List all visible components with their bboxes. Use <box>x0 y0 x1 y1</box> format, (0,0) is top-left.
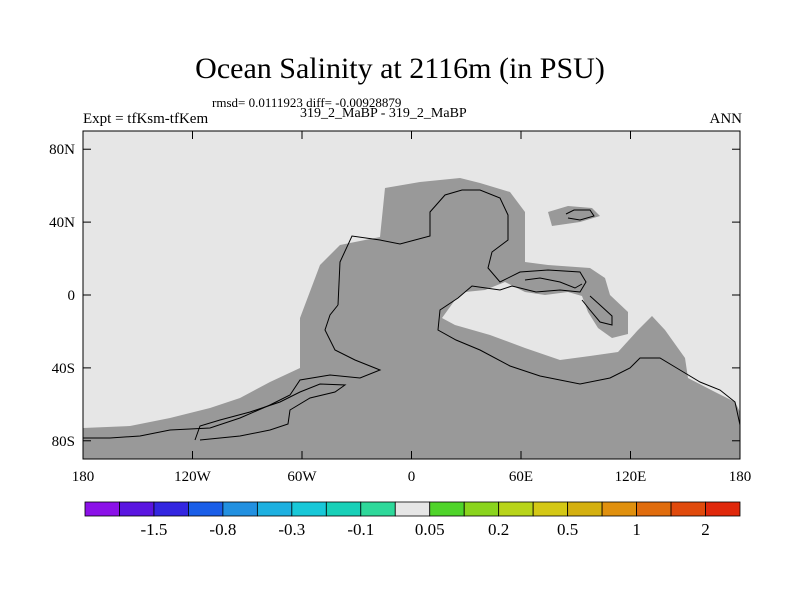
colorbar-box <box>429 501 465 517</box>
colorbar: -1.5 -0.8 -0.3 -0.1 0.05 0.2 0.5 1 2 <box>84 501 741 539</box>
colorbar-box <box>222 501 258 517</box>
y-tick-label: 80N <box>49 142 75 158</box>
colorbar-box <box>394 501 431 517</box>
season-label: ANN <box>709 111 743 127</box>
x-tick-label: 180 <box>729 469 752 485</box>
colorbar-label: 0.05 <box>415 520 445 539</box>
x-tick-label: 0 <box>408 469 416 485</box>
colorbar-box <box>84 501 120 517</box>
colorbar-box <box>705 501 741 517</box>
colorbar-box <box>601 501 637 517</box>
chart-title: Ocean Salinity at 2116m (in PSU) <box>195 52 605 85</box>
contour-line <box>524 277 583 289</box>
contour-line <box>83 304 382 439</box>
colorbar-box <box>119 501 155 517</box>
colorbar-box <box>360 501 396 517</box>
continent-landmass <box>83 178 740 459</box>
colorbar-box <box>188 501 224 517</box>
colorbar-label: 2 <box>701 520 710 539</box>
contour-line <box>565 209 595 221</box>
contour-line <box>581 295 613 326</box>
x-tick-label: 180 <box>72 469 95 485</box>
colorbar-label: 0.2 <box>488 520 509 539</box>
y-tick-label: 40S <box>52 361 75 377</box>
colorbar-label: 1 <box>632 520 641 539</box>
colorbar-box <box>567 501 603 517</box>
x-tick-label: 120W <box>174 469 212 485</box>
colorbar-label: -0.8 <box>209 520 236 539</box>
colorbar-box <box>532 501 569 517</box>
axis-layer: 180 120W 60W 0 60E 120E 180 80N 40N 0 40S 80S <box>49 131 751 485</box>
colorbar-box <box>291 501 327 517</box>
stats-text: rmsd= 0.0111923 diff= -0.00928879 <box>212 95 402 110</box>
x-tick-label: 60E <box>509 469 533 485</box>
colorbar-box <box>498 501 534 517</box>
colorbar-box <box>670 501 706 517</box>
landmass-fragment <box>548 206 600 226</box>
colorbar-label: -0.3 <box>278 520 305 539</box>
case-text: 319_2_MaBP - 319_2_MaBP <box>300 106 467 121</box>
y-tick-label: 40N <box>49 215 75 231</box>
x-tick-label: 120E <box>615 469 647 485</box>
experiment-label: Expt = tfKsm-tfKem <box>83 111 209 127</box>
colorbar-box <box>325 501 362 517</box>
colorbar-label: -0.1 <box>347 520 374 539</box>
y-tick-label: 0 <box>68 288 76 304</box>
colorbar-label: 0.5 <box>557 520 578 539</box>
x-tick-label: 60W <box>287 469 317 485</box>
colorbar-box <box>463 501 500 517</box>
contour-line <box>337 189 741 426</box>
colorbar-label: -1.5 <box>140 520 167 539</box>
colorbar-box <box>153 501 189 517</box>
colorbar-box <box>256 501 293 517</box>
colorbar-box <box>636 501 672 517</box>
map-layer <box>83 131 741 459</box>
contour-line <box>194 383 347 441</box>
y-tick-label: 80S <box>52 434 75 450</box>
